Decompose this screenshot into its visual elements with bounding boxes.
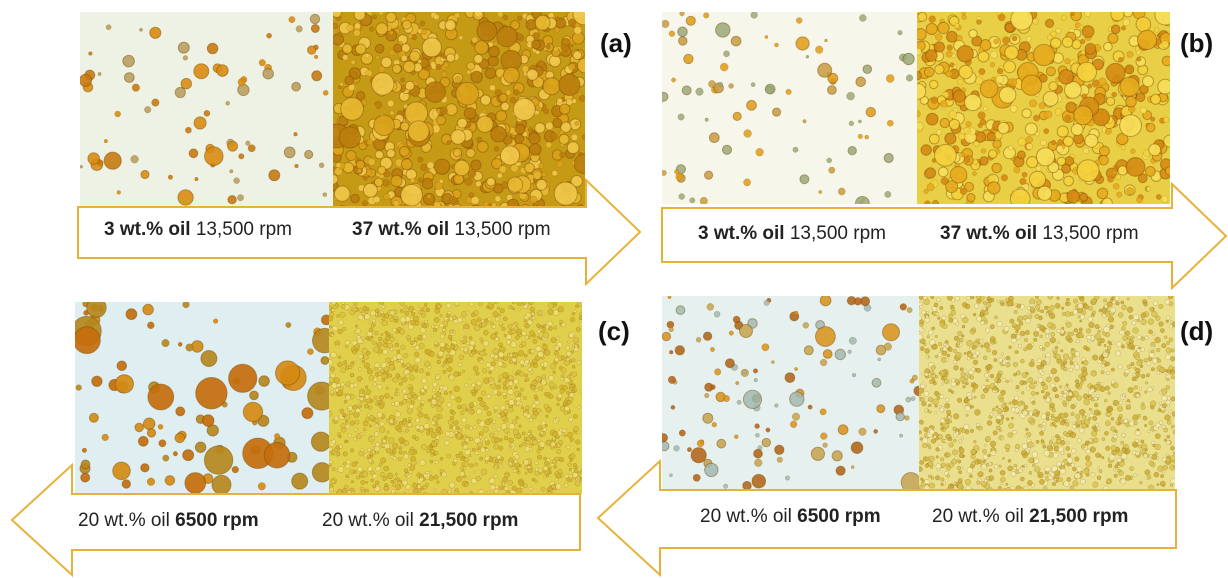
panel-label-d: (d) (1180, 316, 1214, 346)
micrograph-b-left (662, 12, 917, 204)
caption-c-1-bold: 6500 rpm (175, 510, 259, 531)
arrow-c: 20 wt.% oil 6500 rpm 20 wt.% oil 21,500 … (10, 462, 582, 578)
micrograph-a-left-image (80, 12, 333, 212)
micrograph-c-right-image (329, 302, 582, 494)
caption-d-2: 20 wt.% oil 21,500 rpm (932, 506, 1128, 528)
micrograph-b-right (917, 12, 1170, 204)
panel-label-a: (a) (600, 28, 632, 58)
arrow-b: 3 wt.% oil 13,500 rpm 37 wt.% oil 13,500… (661, 181, 1228, 291)
micrograph-d-left (662, 296, 919, 490)
arrow-a: 3 wt.% oil 13,500 rpm 37 wt.% oil 13,500… (77, 177, 642, 287)
caption-d-2-normal: 20 wt.% oil (932, 506, 1024, 527)
micrograph-d-right-image (919, 296, 1175, 490)
micrograph-c-right (329, 302, 582, 494)
caption-b-2-normal: 13,500 rpm (1042, 223, 1139, 244)
arrow-c-shape (10, 462, 581, 578)
caption-b-2: 37 wt.% oil 13,500 rpm (940, 223, 1139, 245)
caption-b-1-normal: 13,500 rpm (789, 223, 886, 244)
caption-c-1: 20 wt.% oil 6500 rpm (78, 510, 259, 532)
caption-c-2-bold: 21,500 rpm (419, 510, 519, 531)
caption-a-1-normal: 13,500 rpm (195, 219, 292, 240)
panel-label-b: (b) (1180, 28, 1214, 58)
micrograph-d-right (919, 296, 1175, 490)
micrograph-c-left (75, 302, 329, 494)
caption-d-1: 20 wt.% oil 6500 rpm (700, 506, 881, 528)
caption-a-1-bold: 3 wt.% oil (104, 219, 191, 240)
micrograph-b-right-image (917, 12, 1170, 204)
micrograph-b-left-image (662, 12, 917, 204)
caption-b-2-bold: 37 wt.% oil (940, 223, 1038, 244)
caption-c-2-normal: 20 wt.% oil (322, 510, 414, 531)
caption-c-2: 20 wt.% oil 21,500 rpm (322, 510, 518, 532)
arrow-d: 20 wt.% oil 6500 rpm 20 wt.% oil 21,500 … (596, 458, 1178, 578)
panel-label-c: (c) (598, 316, 630, 346)
caption-a-1: 3 wt.% oil 13,500 rpm (104, 219, 292, 241)
arrow-b-shape (661, 181, 1228, 291)
arrow-a-shape (77, 177, 642, 287)
micrograph-d-left-image (662, 296, 919, 490)
caption-a-2-normal: 13,500 rpm (454, 219, 551, 240)
caption-b-1-bold: 3 wt.% oil (698, 223, 785, 244)
caption-b-1: 3 wt.% oil 13,500 rpm (698, 223, 886, 245)
caption-c-1-normal: 20 wt.% oil (78, 510, 170, 531)
caption-a-2: 37 wt.% oil 13,500 rpm (352, 219, 551, 241)
caption-d-1-normal: 20 wt.% oil (700, 506, 792, 527)
micrograph-c-left-image (75, 302, 329, 494)
micrograph-a-left (80, 12, 333, 212)
arrow-d-shape (596, 458, 1177, 578)
caption-a-2-bold: 37 wt.% oil (352, 219, 450, 240)
caption-d-2-bold: 21,500 rpm (1029, 506, 1129, 527)
caption-d-1-bold: 6500 rpm (797, 506, 881, 527)
